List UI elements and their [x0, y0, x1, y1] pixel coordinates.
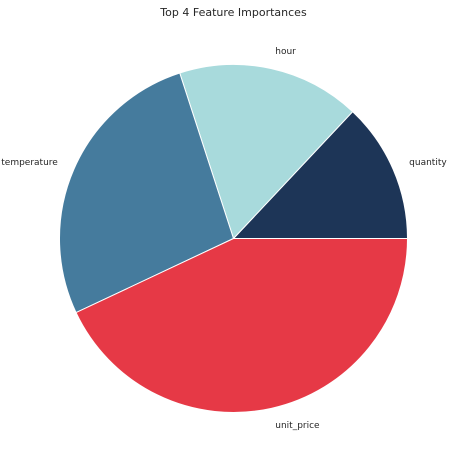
slice-label-hour: hour — [275, 47, 296, 57]
slice-label-unit-price: unit_price — [275, 421, 320, 431]
slice-label-quantity: quantity — [409, 158, 447, 168]
slice-label-temperature: temperature — [1, 158, 58, 168]
pie-slices — [59, 65, 407, 413]
chart-title: Top 4 Feature Importances — [159, 6, 307, 19]
